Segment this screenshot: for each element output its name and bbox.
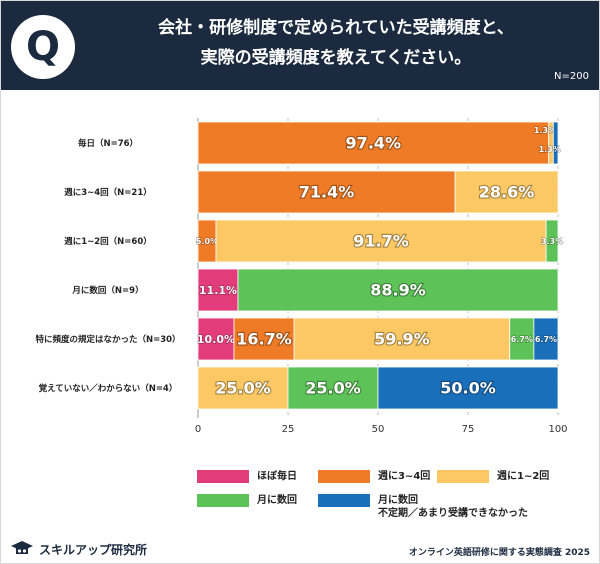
bar-segment <box>197 366 289 410</box>
legend-label-green: 月に数回 <box>257 495 297 506</box>
x-tick-label: 0 <box>195 424 201 435</box>
mortarboard-icon <box>11 541 33 554</box>
legend-item-green: 月に数回 <box>197 494 297 507</box>
legend-swatch-orange <box>318 470 370 483</box>
legend-swatch-yellow <box>437 470 489 483</box>
bar-segment <box>237 268 559 312</box>
data-label: 71.4% <box>299 183 355 202</box>
q-badge: Q <box>11 15 75 79</box>
category-label: 特に頻度の規定はなかった（N=30） <box>35 334 180 345</box>
bar-segment <box>197 121 550 165</box>
data-label: 97.4% <box>346 134 402 153</box>
bar-segment <box>454 170 559 214</box>
data-label: 6.7% <box>535 335 557 344</box>
legend-item-blue: 月に数回 不定期／あまり受講できなかった <box>318 494 528 520</box>
data-label: 1.3% <box>539 145 561 154</box>
legend-item-yellow: 週に1~2回 <box>437 470 549 483</box>
category-label: 月に数回（N=9） <box>71 285 143 296</box>
x-tick-label: 75 <box>462 424 475 435</box>
data-label: 25.0% <box>305 379 361 398</box>
x-tick-label: 25 <box>282 424 295 435</box>
legend-swatch-blue <box>318 494 370 507</box>
data-label: 1.3% <box>534 126 556 135</box>
survey-source: オンライン英語研修に関する実態調査 2025 <box>408 548 590 558</box>
bar-segment <box>197 170 456 214</box>
legend-item-pink: ほぼ毎日 <box>197 470 297 483</box>
legend-swatch-green <box>197 494 249 507</box>
legend-label-yellow: 週に1~2回 <box>497 471 550 482</box>
data-label: 59.9% <box>374 330 430 349</box>
title-line-1: 会社・研修制度で定められていた受講頻度と、 <box>158 18 514 38</box>
data-label: 91.7% <box>353 232 409 251</box>
data-label: 88.9% <box>370 281 426 300</box>
data-label: 6.7% <box>511 335 533 344</box>
bar-segment <box>533 317 559 361</box>
data-label: 3.3% <box>541 237 563 246</box>
title-line-2: 実際の受講頻度を教えてください。 <box>200 48 472 68</box>
legend-text-blue: 月に数回 不定期／あまり受講できなかった <box>378 494 528 520</box>
legend-label-blue-sub: 不定期／あまり受講できなかった <box>378 508 528 519</box>
bar-segment <box>197 268 239 312</box>
bar-segment <box>215 219 547 263</box>
sample-size: N=200 <box>554 71 589 82</box>
data-label: 25.0% <box>215 379 271 398</box>
data-label: 28.6% <box>479 183 535 202</box>
brand-logo: スキルアップ研究所 <box>10 540 147 558</box>
x-tick-label: 100 <box>548 424 567 435</box>
legend-swatch-pink <box>197 470 249 483</box>
q-mark: Q <box>25 24 60 70</box>
legend-label-blue: 月に数回 <box>378 495 418 506</box>
bar-segment <box>552 121 559 165</box>
bar-segment <box>287 366 379 410</box>
legend-item-orange: 週に3~4回 <box>318 470 430 483</box>
bar-segment <box>545 219 559 263</box>
bar-segment <box>293 317 511 361</box>
legend-label-orange: 週に3~4回 <box>378 471 431 482</box>
category-label: 週に3~4回（N=21） <box>64 187 152 198</box>
data-label: 5.0% <box>196 237 218 246</box>
bar-segment <box>197 317 235 361</box>
category-label: 週に1~2回（N=60） <box>64 236 152 247</box>
legend-label-pink: ほぼ毎日 <box>257 471 297 482</box>
bar-segment <box>509 317 535 361</box>
data-label: 50.0% <box>440 379 496 398</box>
data-label: 10.0% <box>197 333 235 346</box>
category-label: 毎日（N=76） <box>78 138 138 149</box>
bar-segment <box>377 366 559 410</box>
x-tick-label: 50 <box>372 424 385 435</box>
brand-name: スキルアップ研究所 <box>39 542 148 557</box>
stacked-bar-chart: 0 25 50 75 100 毎日（N=76） 97.4% 1.3% 1.3% 週に3~4回（N=… <box>35 118 568 435</box>
question-header: Q 会社・研修制度で定められていた受講頻度と、 実際の受講頻度を教えてください。… <box>1 1 599 90</box>
category-label: 覚えていない／わからない（N=4） <box>38 383 178 394</box>
question-title: 会社・研修制度で定められていた受講頻度と、 実際の受講頻度を教えてください。 <box>91 13 581 73</box>
data-label: 11.1% <box>199 284 237 297</box>
data-label: 16.7% <box>236 330 292 349</box>
